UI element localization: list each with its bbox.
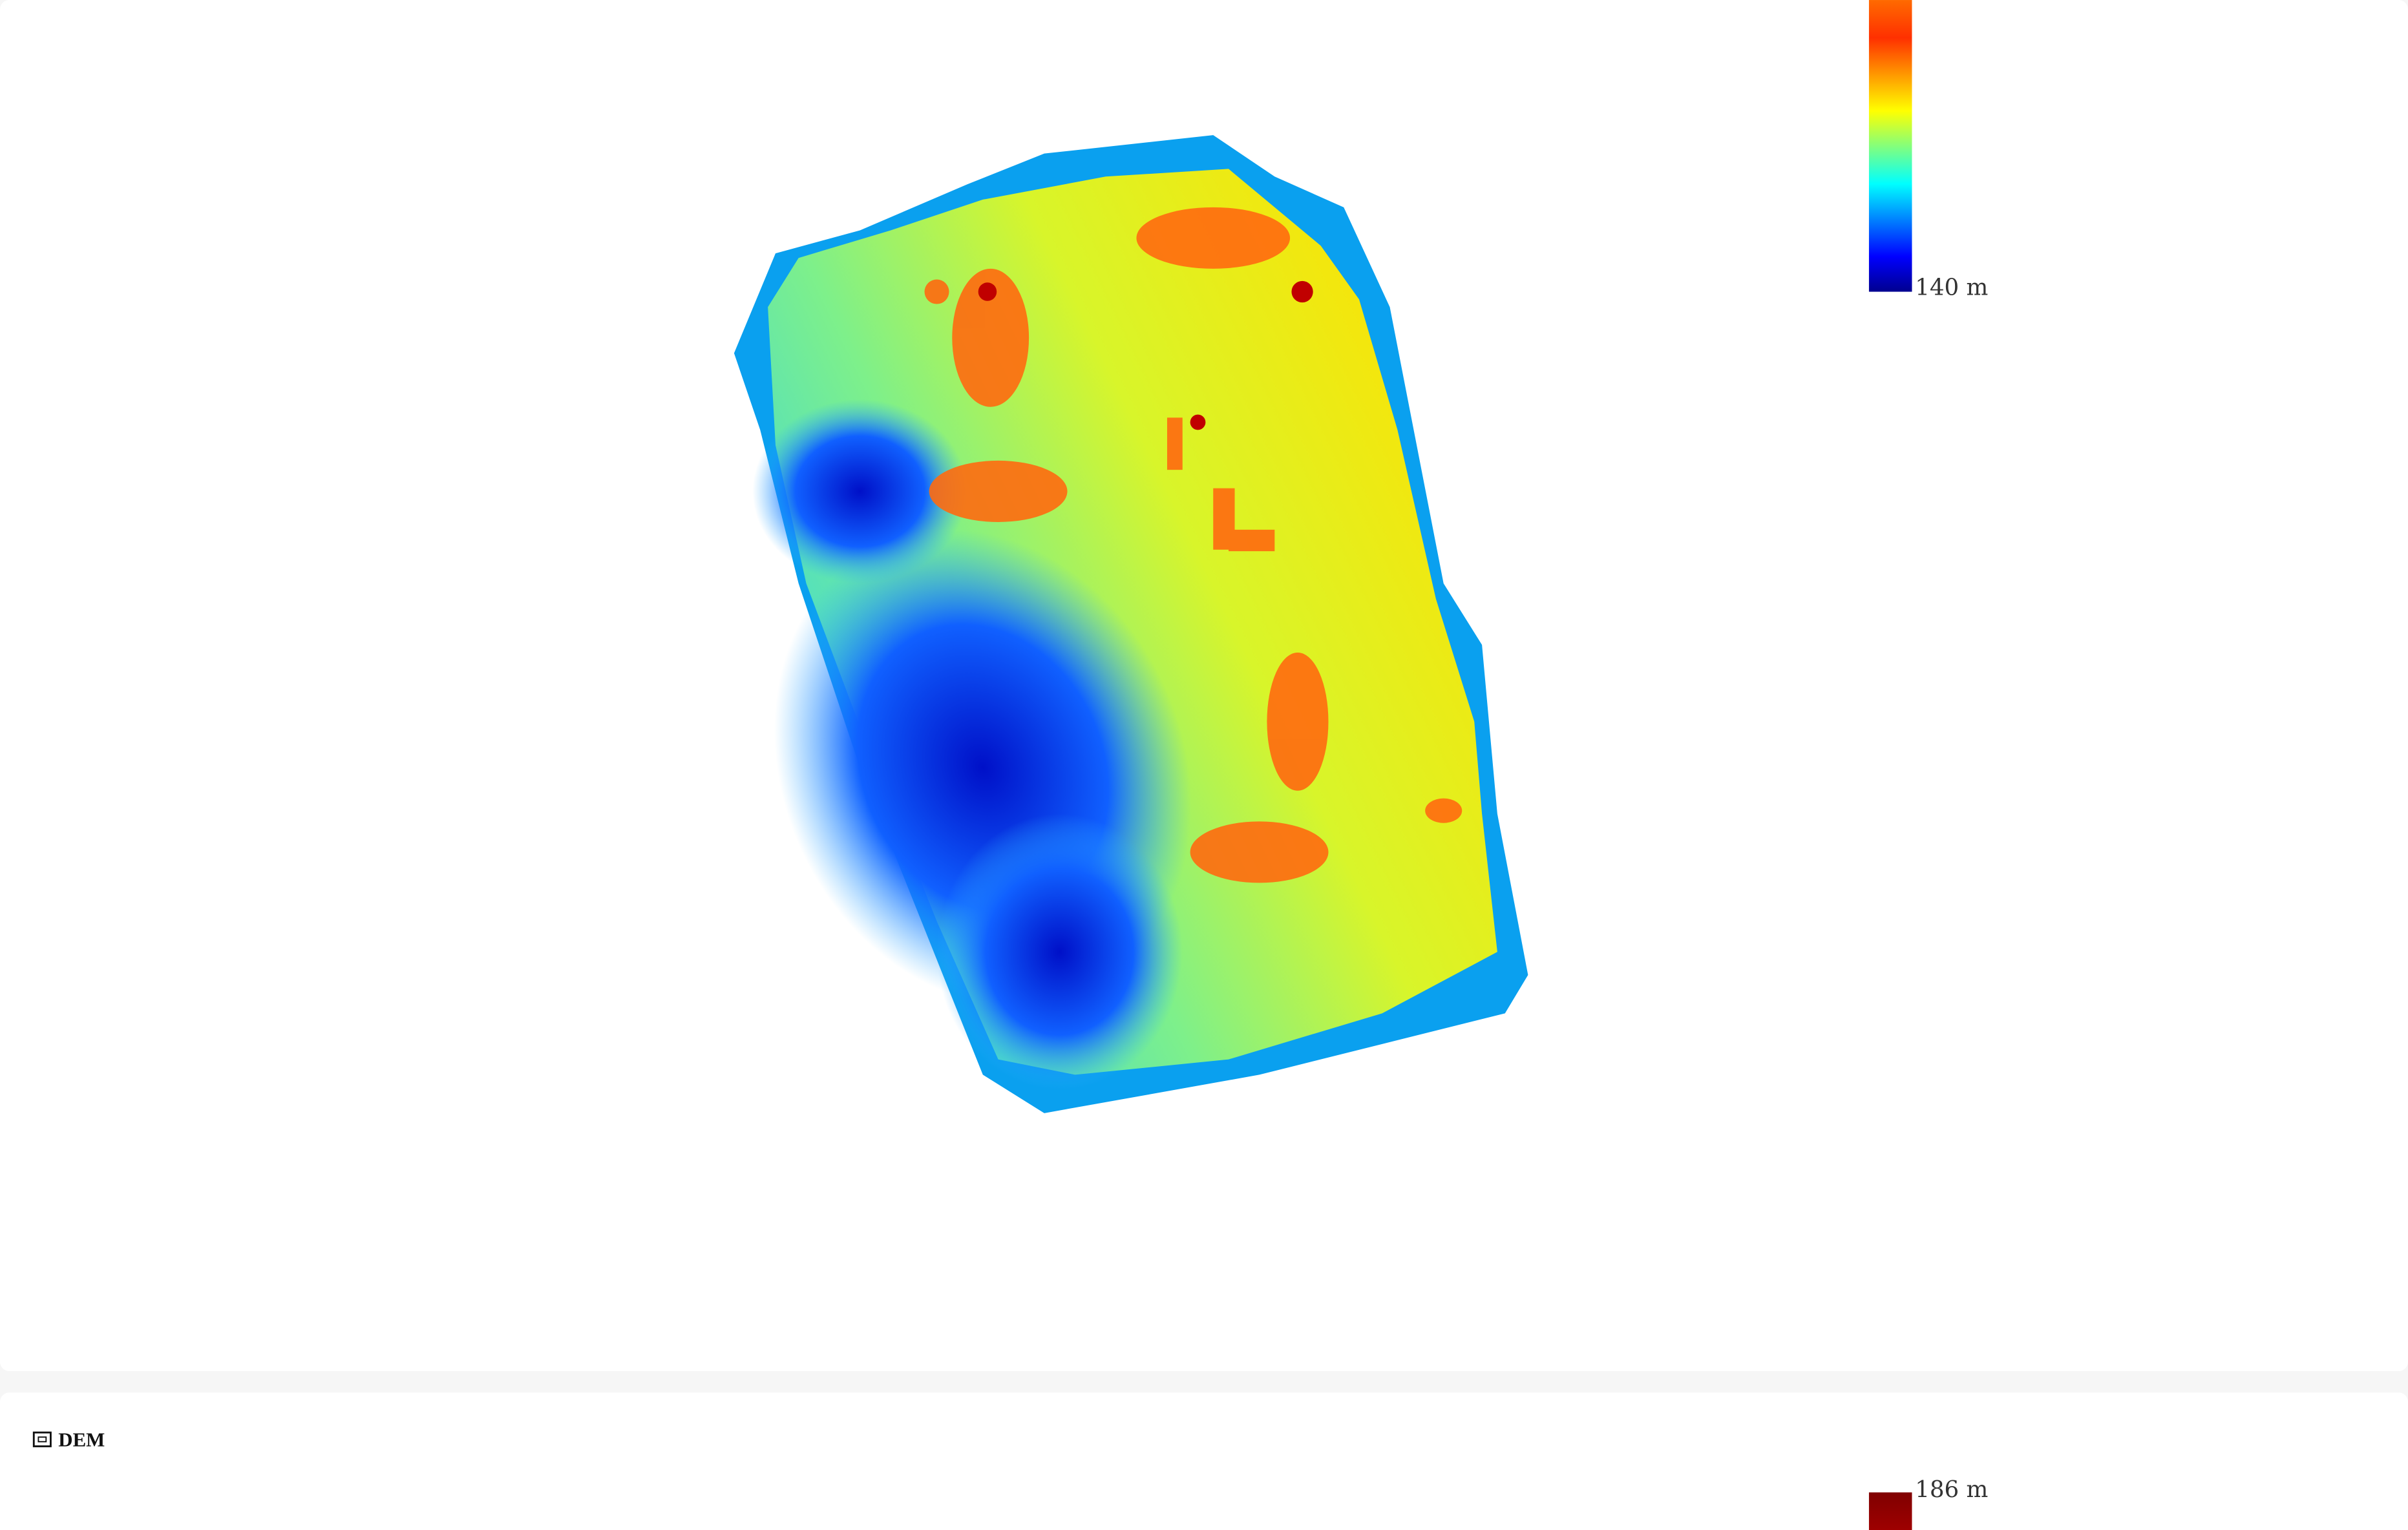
colorbar-max-label: 186 m — [1915, 1476, 1988, 1503]
colorbar-min-label: 140 m — [1915, 274, 1988, 300]
dem-raster — [734, 135, 1528, 1113]
colorbar — [1868, 0, 1912, 292]
layer-icon — [32, 1431, 52, 1447]
layer-title[interactable]: DEM — [58, 1428, 105, 1451]
colorbar — [1868, 1492, 1912, 1530]
layer-panel — [0, 1392, 2408, 1530]
